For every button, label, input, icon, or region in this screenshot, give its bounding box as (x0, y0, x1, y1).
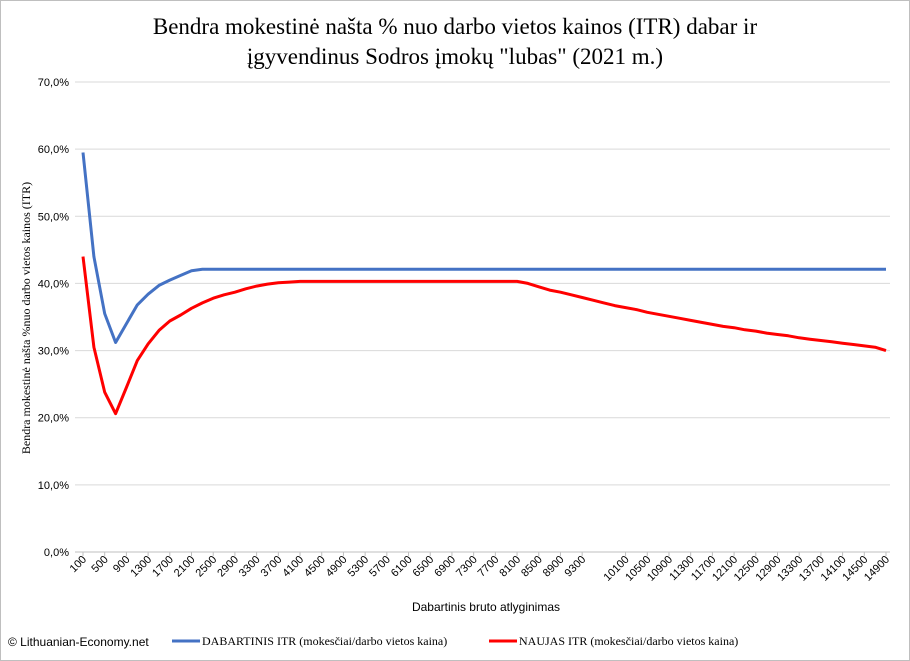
x-tick-label: 4900 (324, 554, 350, 580)
x-axis-ticks: 100 500 9001300170021002500290033003700410… (68, 552, 892, 584)
x-axis-label: Dabartinis bruto atlyginimas (412, 600, 560, 614)
x-tick-label: 2100 (172, 554, 198, 580)
x-tick-label: 500 (89, 554, 110, 575)
x-tick-label: 7700 (476, 554, 502, 580)
y-tick-label: 60,0% (38, 144, 69, 156)
x-tick-label: 4500 (302, 554, 328, 580)
x-tick-label: 5700 (367, 554, 393, 580)
chart-title-line-2: įgyvendinus Sodros įmokų "lubas" (2021 m… (246, 44, 664, 69)
x-tick-label: 1300 (128, 554, 154, 580)
x-tick-label: 2500 (194, 554, 220, 580)
legend-label-new: NAUJAS ITR (mokesčiai/darbo vietos kaina… (519, 634, 738, 648)
x-tick-label: 1700 (150, 554, 176, 580)
x-tick-label: 3700 (259, 554, 285, 580)
x-tick-label: 6500 (411, 554, 437, 580)
series-line-new-itr (81, 256, 887, 416)
chart-title: Bendra mokestinė našta % nuo darbo vieto… (0, 12, 910, 72)
y-axis-label: Bendra mokestinė našta %nuo darbo vietos… (19, 182, 33, 454)
x-tick-label: 100 (68, 554, 89, 575)
y-tick-label: 0,0% (44, 547, 69, 559)
x-tick-label: 2900 (215, 554, 241, 580)
x-tick-label: 9300 (562, 554, 588, 580)
y-axis-ticks: 0,0% 10,0% 20,0% 30,0% 40,0% 50,0% 60,0% 70,0% (38, 77, 69, 559)
copyright-notice: © Lithuanian-Economy.net (8, 635, 149, 649)
y-tick-label: 50,0% (38, 211, 69, 223)
x-tick-label: 6900 (432, 554, 458, 580)
y-tick-label: 20,0% (38, 413, 69, 425)
y-tick-label: 40,0% (38, 278, 69, 290)
x-tick-label: 14900 (862, 554, 892, 584)
y-tick-label: 30,0% (38, 346, 69, 358)
y-tick-label: 70,0% (38, 77, 69, 89)
x-tick-label: 6100 (389, 554, 415, 580)
series-line-current-itr (81, 152, 886, 344)
x-tick-label: 8500 (519, 554, 545, 580)
y-tick-label: 10,0% (38, 480, 69, 492)
x-tick-label: 4100 (280, 554, 306, 580)
gridlines (75, 81, 890, 553)
x-tick-label: 8900 (541, 554, 567, 580)
x-tick-label: 3300 (237, 554, 263, 580)
legend-label-current: DABARTINIS ITR (mokesčiai/darbo vietos k… (202, 634, 447, 648)
x-tick-label: 5300 (345, 554, 371, 580)
x-tick-label: 7300 (454, 554, 480, 580)
series-lines (81, 152, 887, 416)
chart-title-line-1: Bendra mokestinė našta % nuo darbo vieto… (152, 14, 758, 39)
x-tick-label: 8100 (497, 554, 523, 580)
